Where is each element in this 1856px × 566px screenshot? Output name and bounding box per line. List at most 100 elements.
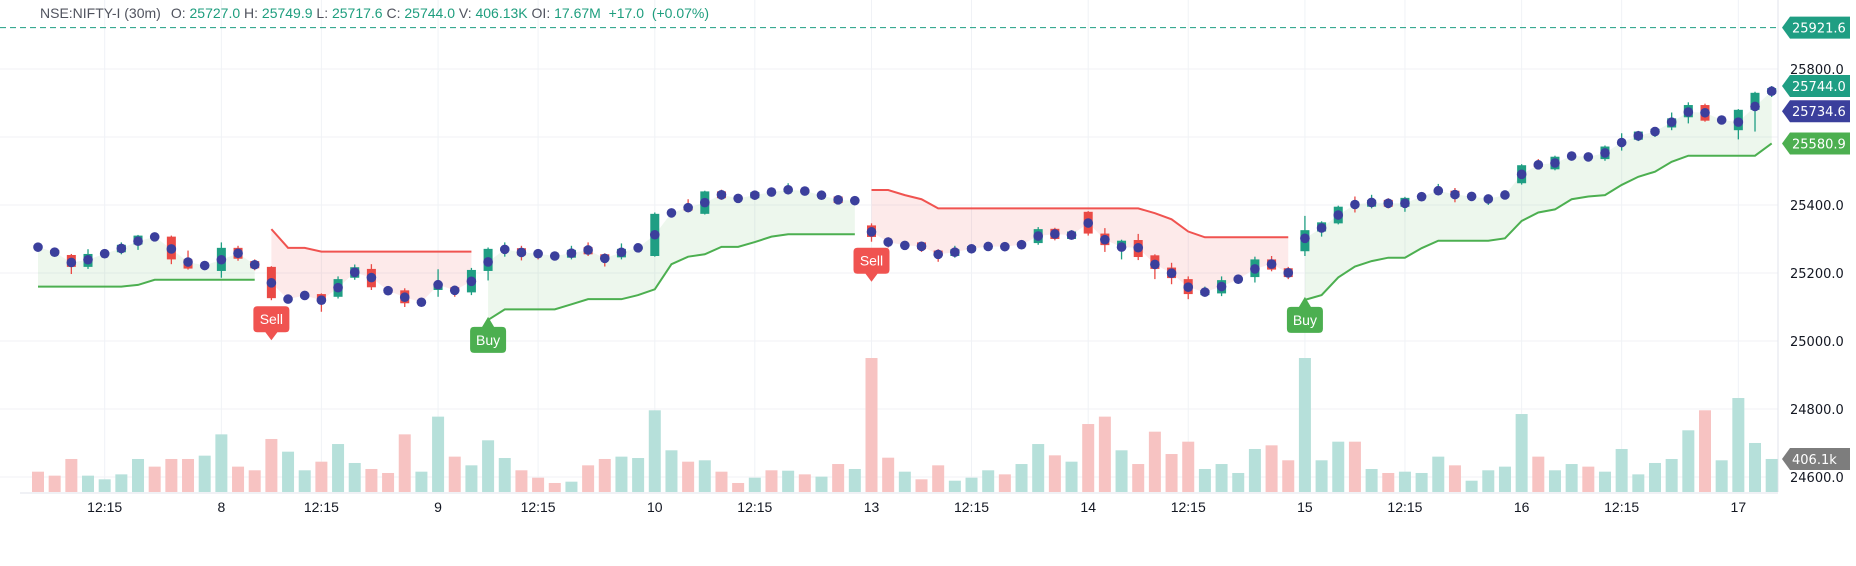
candle [1750,91,1760,132]
open-label: O: [170,5,186,21]
ohlc4-dot [1283,268,1294,278]
trend-fill-up [1304,91,1772,300]
volume-bar [1132,464,1145,492]
volume-bar [1398,471,1411,492]
volume-value: 406.13K [475,5,528,21]
volume-bar [865,358,878,492]
volume-bar [1215,464,1228,492]
volume-bar [698,460,711,492]
ohlc4-dot [533,248,543,259]
volume-bar [565,481,578,492]
volume-bar [1765,458,1778,492]
volume-bar [32,471,44,492]
volume-bar [1448,465,1461,492]
ohlc4-dot [1350,199,1360,210]
trend-fill-up [38,236,255,287]
volume-bar [232,466,245,492]
change-percent: (+0.07%) [651,5,710,21]
volume-bar [1348,441,1361,492]
ohlc4-dot [1083,218,1094,228]
volume-bar [1432,456,1445,492]
ohlc4-dot [566,248,577,258]
time-tick-label: 16 [1514,499,1530,515]
ohlc4-dot [616,247,627,258]
volume-bar [448,456,461,492]
ohlc4-dot [1366,197,1377,208]
trailing-stop-line-down [871,189,1289,239]
volume-bar [1315,460,1328,492]
volume-bar [1582,466,1595,492]
volume-bar [915,479,928,492]
trend-fill-up [488,189,855,320]
price-tick-label: 25800.0 [1790,63,1844,78]
volume-bar [1282,460,1295,492]
volume-bar [632,458,645,492]
volume-bar [265,438,278,492]
ohlc4-dot [1483,194,1494,204]
low-value: 25717.6 [331,5,383,21]
ohlc4-dot [1616,137,1627,148]
volume-bar [1265,445,1278,492]
ohlc4-dot [166,244,177,254]
volume-bar [648,410,661,492]
ohlc4-dot [1100,234,1110,245]
volume-bar [65,458,78,492]
ohlc4-dot [1266,259,1277,269]
ohlc4-dot [299,290,310,301]
volume-bar [1332,441,1345,492]
time-tick-label: 12:15 [521,499,556,515]
volume-bar [1699,410,1711,492]
ohlc4-dot [816,190,827,201]
ohlc4-dot [1716,115,1727,125]
volume-bar [1682,430,1695,492]
volume-bar [98,479,111,492]
ohlc4-dot [1183,282,1194,292]
trailing-stop-tag: 25580.9 [1782,132,1850,155]
sell-signal: Sell [253,306,290,341]
volume-bar [115,474,128,492]
ohlc4-dot [1750,101,1760,112]
volume-bar [1298,358,1311,492]
price-axis[interactable]: 25800.0 25400.0 25200.0 25000.0 24800.0 24600… [1790,63,1844,486]
volume-bar [165,458,178,492]
volume-bar [1648,462,1661,492]
volume-bar [398,434,411,492]
ohlc4-dot [900,240,910,251]
price-tag-shape [1782,16,1850,39]
volume-bar [548,482,561,492]
volume-bar [432,416,445,492]
ohlc4-dot [1650,126,1660,137]
volume-bar [1532,456,1545,492]
volume-bar [1048,455,1061,492]
open-value: 25727.0 [189,5,241,21]
ohlc4-dot [683,202,693,213]
ohlc4-dot [449,285,460,296]
volume-bar [1065,461,1078,492]
ohlc4-dot [1600,148,1610,158]
buy-marker-shape [1286,296,1323,333]
ohlc4-dot [483,257,493,267]
symbol-label[interactable]: NSE:NIFTY-I (30m) [40,5,161,21]
ohlc4-dot [233,248,243,259]
volume-bar [998,474,1011,492]
change-value: +17.0 [608,5,645,21]
close-value: 25744.0 [404,5,455,21]
volume-bar [1565,464,1578,492]
ohlc4-dot [733,193,743,204]
ohlc4-dot [1066,230,1077,240]
volume-bar [665,450,678,492]
volume-bar [348,462,361,492]
price-tick-label: 24600.0 [1790,471,1844,486]
ohlc4-dot [83,254,93,265]
ohlc4-dot [1450,189,1460,200]
time-axis[interactable]: 12:15 8 12:15 9 12:15 10 12:15 13 12:15 14 12:15 15… [87,499,1746,515]
volume-bar [465,465,478,492]
ohlc4-dot [1666,117,1677,127]
price-tick-label: 24800.0 [1790,403,1844,418]
trailing-stop-line-up [1304,142,1773,301]
ohlc4-dot [950,247,960,257]
high-value: 25749.9 [261,5,313,21]
volume-bar [1715,460,1728,492]
volume-bar [832,464,845,492]
